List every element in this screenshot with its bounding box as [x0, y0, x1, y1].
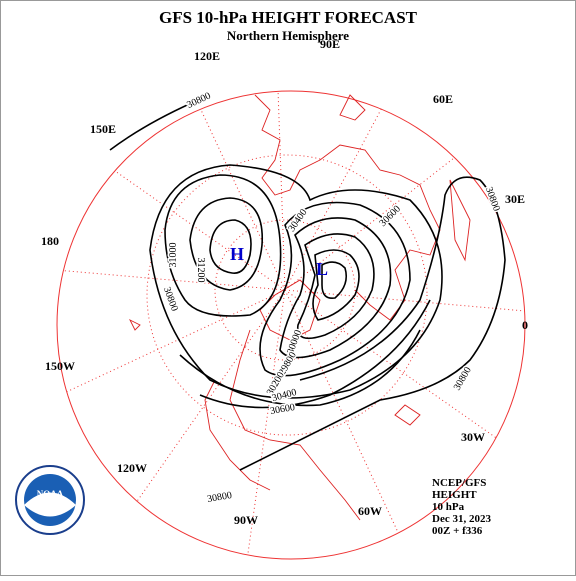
graticule	[56, 90, 526, 560]
height-contours	[109, 94, 506, 471]
longitude-label: 90E	[320, 37, 340, 51]
latitude-circle	[146, 154, 428, 436]
longitude-label: 60E	[433, 92, 453, 106]
longitude-label: 180	[41, 234, 59, 248]
high-center: H	[230, 244, 244, 264]
longitude-label: 150W	[45, 359, 75, 373]
logo-gull	[24, 492, 76, 517]
info-line: NCEP/GFS	[432, 477, 486, 489]
title: GFS 10-hPa HEIGHT FORECAST	[159, 8, 418, 27]
longitude-label: 60W	[358, 504, 382, 518]
longitude-label: 0	[522, 318, 528, 332]
longitude-label: 120E	[194, 49, 220, 63]
meridian	[136, 289, 286, 502]
info-line: 10 hPa	[432, 501, 465, 513]
longitude-label: 30W	[461, 430, 485, 444]
coastlines	[128, 94, 471, 521]
low-center: L	[316, 259, 328, 279]
longitude-label: 30E	[505, 192, 525, 206]
info-line: 00Z + f336	[432, 525, 483, 537]
longitude-label: 150E	[90, 122, 116, 136]
meridian	[66, 289, 286, 393]
meridian	[284, 289, 497, 439]
subtitle: Northern Hemisphere	[227, 28, 349, 43]
longitude-label: 90W	[234, 513, 258, 527]
logo-text: NOAA	[37, 489, 64, 499]
noaa-logo: NOAA	[15, 465, 85, 535]
info-line: Dec 31, 2023	[432, 513, 491, 525]
contour-label: 31000	[168, 243, 179, 268]
map-boundary	[56, 90, 526, 560]
info-line: HEIGHT	[432, 489, 477, 501]
meridian	[284, 289, 399, 534]
contour-label: 31200	[195, 258, 206, 283]
longitude-label: 120W	[117, 461, 147, 475]
